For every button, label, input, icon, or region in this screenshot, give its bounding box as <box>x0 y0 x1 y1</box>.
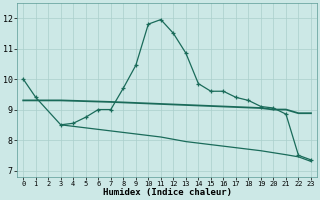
X-axis label: Humidex (Indice chaleur): Humidex (Indice chaleur) <box>103 188 232 197</box>
